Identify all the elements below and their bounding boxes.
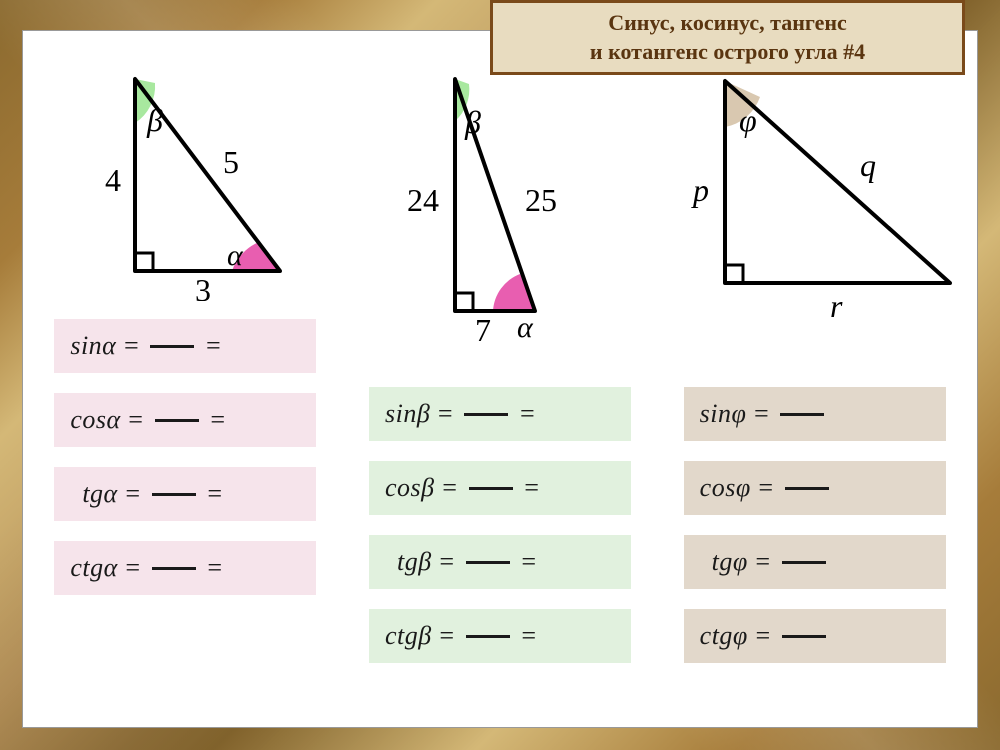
side-label-hypotenuse: 25 xyxy=(525,182,557,218)
formula-ctg-phi: ctgφ= xyxy=(684,609,946,663)
fraction-line xyxy=(785,487,829,490)
side-label-base: 7 xyxy=(475,312,491,341)
formula-cos-alpha: cosα== xyxy=(54,393,316,447)
formula-tg-phi: tgφ= xyxy=(684,535,946,589)
formula-sin-beta: sinβ== xyxy=(369,387,631,441)
column-3: p q r φ sinφ= cosφ= tgφ= ctgφ= xyxy=(662,51,967,712)
right-angle-marker xyxy=(455,293,473,311)
slide-title: Синус, косинус, тангенс и котангенс остр… xyxy=(490,0,965,75)
angle-beta-label: β xyxy=(146,102,163,138)
fraction-line xyxy=(152,567,196,570)
side-label-vertical: 24 xyxy=(407,182,439,218)
formula-sin-alpha: sinα== xyxy=(54,319,316,373)
formula-tg-beta: tgβ== xyxy=(369,535,631,589)
fraction-line xyxy=(152,493,196,496)
side-label-hypotenuse: q xyxy=(860,147,876,183)
right-angle-marker xyxy=(135,253,153,271)
fraction-line xyxy=(469,487,513,490)
fraction-line xyxy=(782,561,826,564)
formula-func: cosα xyxy=(70,405,120,435)
fraction-line xyxy=(466,635,510,638)
formula-cos-phi: cosφ= xyxy=(684,461,946,515)
side-label-base: 3 xyxy=(195,272,211,301)
formula-func: cosφ xyxy=(700,473,751,503)
fraction-line xyxy=(466,561,510,564)
formula-tg-alpha: tgα== xyxy=(54,467,316,521)
triangle-1: 4 5 3 β α xyxy=(65,51,305,301)
formula-cos-beta: cosβ== xyxy=(369,461,631,515)
formula-list-3: sinφ= cosφ= tgφ= ctgφ= xyxy=(684,387,946,663)
triangle-2: 24 25 7 β α xyxy=(375,51,625,341)
formula-func: ctgβ xyxy=(385,621,432,651)
formula-func: tgβ xyxy=(397,547,432,577)
angle-alpha-label: α xyxy=(227,239,244,272)
formula-func: tgφ xyxy=(712,547,748,577)
columns-container: 4 5 3 β α sinα== cosα== tgα== ctgα== xyxy=(23,31,977,727)
side-label-vertical: 4 xyxy=(105,162,121,198)
angle-phi-label: φ xyxy=(739,102,757,138)
fraction-line xyxy=(464,413,508,416)
angle-beta-label: β xyxy=(464,104,481,140)
formula-func: tgα xyxy=(82,479,117,509)
formula-list-1: sinα== cosα== tgα== ctgα== xyxy=(54,319,316,595)
formula-func: ctgα xyxy=(70,553,117,583)
formula-ctg-beta: ctgβ== xyxy=(369,609,631,663)
formula-func: sinβ xyxy=(385,399,430,429)
formula-func: ctgφ xyxy=(700,621,748,651)
column-1: 4 5 3 β α sinα== cosα== tgα== ctgα== xyxy=(33,51,338,712)
formula-func: sinα xyxy=(70,331,116,361)
fraction-line xyxy=(155,419,199,422)
formula-func: sinφ xyxy=(700,399,747,429)
formula-sin-phi: sinφ= xyxy=(684,387,946,441)
triangle-3: p q r φ xyxy=(665,51,965,321)
angle-alpha-label: α xyxy=(517,311,534,341)
title-line-2: и котангенс острого угла #4 xyxy=(590,39,865,64)
fraction-line xyxy=(782,635,826,638)
triangle-3-outline xyxy=(725,81,950,283)
column-2: 24 25 7 β α sinβ== cosβ== tgβ== ctgβ== xyxy=(348,51,653,712)
formula-list-2: sinβ== cosβ== tgβ== ctgβ== xyxy=(369,387,631,663)
right-angle-marker xyxy=(725,265,743,283)
side-label-base: r xyxy=(830,288,843,321)
formula-func: cosβ xyxy=(385,473,435,503)
content-panel: 4 5 3 β α sinα== cosα== tgα== ctgα== xyxy=(22,30,978,728)
fraction-line xyxy=(780,413,824,416)
formula-ctg-alpha: ctgα== xyxy=(54,541,316,595)
side-label-hypotenuse: 5 xyxy=(223,144,239,180)
side-label-vertical: p xyxy=(691,172,709,208)
fraction-line xyxy=(150,345,194,348)
title-line-1: Синус, косинус, тангенс xyxy=(608,10,847,35)
